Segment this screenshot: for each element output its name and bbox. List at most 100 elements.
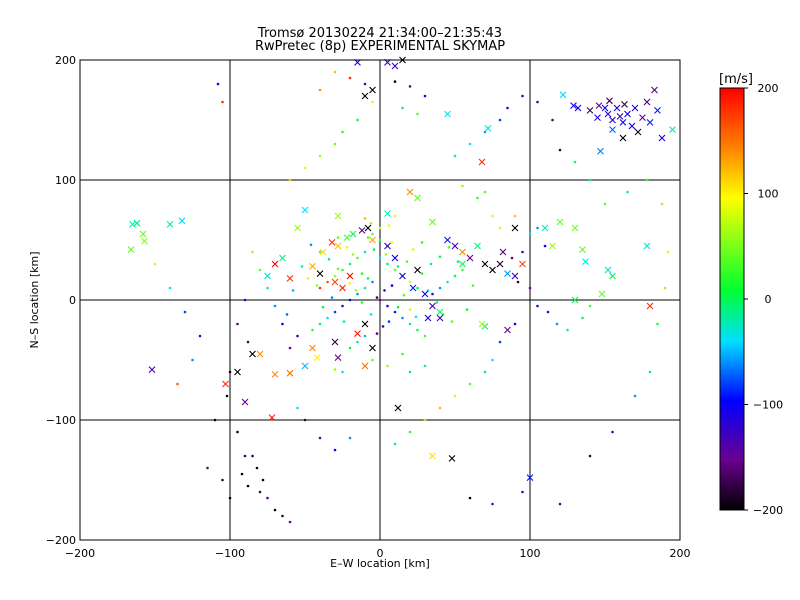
x-tick-label: −100 <box>215 547 245 560</box>
data-point-cross <box>234 368 241 376</box>
data-point-cross <box>499 248 507 256</box>
data-point-cross <box>604 266 612 274</box>
data-point-cross <box>286 275 294 282</box>
data-point-dot <box>228 496 232 500</box>
data-point-dot <box>341 268 344 272</box>
data-point-dot <box>341 370 344 374</box>
data-point-cross <box>241 398 249 406</box>
data-point-dot <box>423 334 427 338</box>
data-point-dot <box>221 478 224 482</box>
data-point-cross <box>643 98 651 106</box>
data-point-dot <box>543 244 547 248</box>
data-point-dot <box>386 364 389 368</box>
data-point-cross <box>570 102 577 109</box>
data-point-cross <box>141 237 148 245</box>
data-point-dot <box>453 394 457 398</box>
data-point-cross <box>624 110 631 118</box>
data-point-cross <box>586 107 594 114</box>
data-point-cross <box>361 92 369 100</box>
data-point-cross <box>331 278 339 286</box>
data-point-cross <box>369 344 376 352</box>
data-point-dot <box>465 308 469 311</box>
data-point-dot <box>318 250 322 254</box>
data-point-cross <box>349 230 357 238</box>
data-point-dot <box>327 257 331 261</box>
data-point-dot <box>266 286 269 290</box>
data-point-cross <box>609 272 616 280</box>
data-point-cross <box>394 404 402 412</box>
data-point-cross <box>256 350 264 358</box>
data-point-dot <box>513 214 517 218</box>
data-point-dot <box>281 322 284 326</box>
data-point-dot <box>491 214 494 218</box>
data-point-dot <box>396 305 400 309</box>
data-point-cross <box>619 119 627 126</box>
data-point-dot <box>663 286 667 290</box>
data-point-cross <box>579 246 586 253</box>
data-point-dot <box>363 286 367 290</box>
data-point-cross <box>448 455 456 462</box>
dot-points <box>153 70 670 524</box>
data-point-cross <box>328 239 336 246</box>
data-point-cross <box>466 254 474 262</box>
data-point-dot <box>450 320 454 323</box>
data-point-cross <box>429 218 436 226</box>
chart-title: Tromsø 20130224 21:34:00–21:35:43 <box>257 26 502 41</box>
data-point-dot <box>401 352 404 356</box>
data-point-cross <box>474 242 481 250</box>
data-point-cross <box>621 101 628 108</box>
data-point-dot <box>453 154 457 158</box>
data-point-dot <box>633 394 637 398</box>
data-point-cross <box>658 134 666 142</box>
data-point-dot <box>345 245 349 249</box>
data-point-cross <box>574 104 582 112</box>
cross-points <box>127 56 676 481</box>
data-point-cross <box>424 314 432 322</box>
data-point-dot <box>258 268 262 272</box>
data-point-dot <box>333 70 337 74</box>
data-point-dot <box>341 304 344 308</box>
data-point-cross <box>594 114 601 121</box>
data-point-cross <box>166 221 174 228</box>
data-point-dot <box>228 370 232 374</box>
data-point-dot <box>363 334 367 338</box>
data-point-dot <box>416 286 419 290</box>
data-point-cross <box>429 452 436 460</box>
data-point-cross <box>598 290 606 298</box>
colorbar-tick-label: −200 <box>753 504 783 517</box>
data-point-dot <box>405 260 409 263</box>
colorbar-tick-label: 0 <box>765 293 772 306</box>
data-point-cross <box>127 246 135 253</box>
data-point-dot <box>383 289 386 292</box>
data-point-dot <box>558 148 562 152</box>
data-point-dot <box>468 382 472 386</box>
data-point-cross <box>271 371 279 378</box>
data-point-dot <box>626 190 629 194</box>
data-point-cross <box>489 266 496 274</box>
data-point-cross <box>651 86 658 94</box>
data-point-dot <box>216 82 220 86</box>
data-point-dot <box>393 268 397 272</box>
data-point-dot <box>240 472 244 476</box>
data-point-dot <box>438 255 442 259</box>
data-point-dot <box>521 250 524 254</box>
data-point-cross <box>646 302 654 310</box>
data-point-dot <box>326 280 329 284</box>
data-point-cross <box>609 116 616 124</box>
data-point-cross <box>459 260 466 268</box>
data-point-dot <box>476 196 479 200</box>
data-point-dot <box>318 88 322 92</box>
data-point-cross <box>444 236 451 244</box>
data-point-dot <box>198 334 202 338</box>
data-point-dot <box>471 284 475 287</box>
data-point-dot <box>221 100 224 104</box>
colorbar-label: [m/s] <box>719 72 753 87</box>
data-point-cross <box>604 110 612 118</box>
data-point-cross <box>526 474 534 481</box>
data-point-cross <box>286 369 294 377</box>
data-point-dot <box>438 406 442 410</box>
data-point-dot <box>401 316 404 320</box>
data-point-dot <box>588 454 592 458</box>
data-point-cross <box>481 260 489 268</box>
data-point-cross <box>361 320 369 328</box>
